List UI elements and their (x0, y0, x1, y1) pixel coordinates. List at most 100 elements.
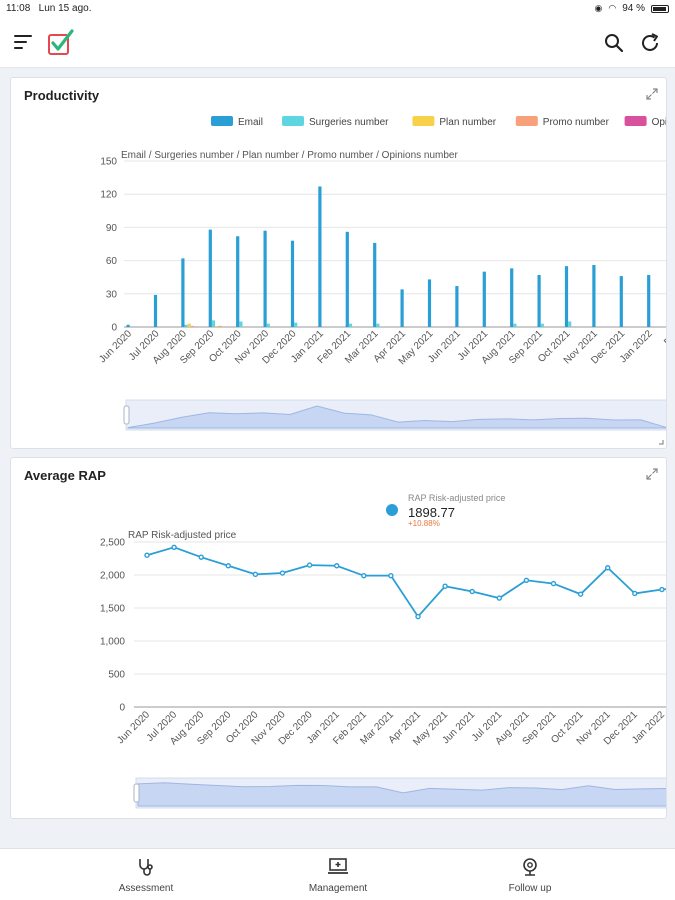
bar (564, 266, 569, 327)
zoom-slider-preview (137, 782, 666, 807)
bar (647, 274, 651, 327)
data-point (659, 586, 665, 593)
status-time: 11:08 (6, 3, 31, 14)
data-point (279, 570, 286, 576)
nav-assessment[interactable]: Assessment (86, 857, 206, 894)
x-tick-label: Feb (662, 328, 667, 348)
bottom-nav: Assessment Management Follow up (0, 848, 675, 900)
x-tick-label: Jun 2020 (115, 709, 152, 746)
zoom-slider-handle (133, 783, 140, 803)
stethoscope-icon (139, 859, 153, 876)
nav-assessment-label: Assessment (118, 883, 174, 894)
y-tick-label: 2,000 (100, 571, 125, 582)
bar (540, 323, 544, 327)
data-point (550, 580, 557, 587)
y-tick-label: 2,500 (100, 538, 125, 549)
y-tick-label: 150 (100, 157, 117, 168)
legend-label: Promo number (543, 117, 610, 128)
y-tick-label: 1,000 (100, 637, 125, 648)
data-point (171, 544, 177, 550)
data-point (225, 563, 232, 569)
data-point (523, 577, 530, 583)
rap-card: Average RAP RAP Risk-adjusted price 1898.… (10, 457, 667, 819)
bar (187, 323, 191, 327)
data-point (496, 595, 502, 601)
legend-swatch (211, 116, 233, 126)
refresh-icon[interactable] (639, 32, 661, 54)
status-date: Lun 15 ago. (38, 3, 92, 14)
bar (513, 323, 517, 327)
orientation-lock-icon: ◉ (594, 3, 603, 13)
y-tick-label: 30 (106, 289, 118, 300)
productivity-title: Productivity (24, 88, 100, 103)
checkbox-logo-icon (48, 29, 74, 55)
data-point (469, 588, 475, 595)
y-tick-label: 0 (111, 323, 117, 334)
data-point (577, 591, 584, 597)
battery-percent: 94 % (622, 3, 645, 14)
bar (215, 325, 219, 327)
bar (184, 324, 188, 327)
data-point (306, 562, 313, 568)
nav-management[interactable]: Management (278, 857, 398, 894)
legend-swatch (282, 116, 304, 126)
y-tick-label: 60 (106, 256, 118, 267)
bar (181, 258, 185, 327)
expand-icon[interactable] (646, 88, 658, 100)
bar (376, 323, 380, 327)
legend-swatch (412, 116, 435, 126)
bar (218, 325, 222, 327)
bar (263, 230, 267, 327)
search-icon[interactable] (603, 32, 625, 54)
bar (482, 271, 486, 327)
legend-swatch (515, 116, 538, 126)
productivity-card: Productivity Email Surgeries number Plan n… (10, 77, 667, 449)
webcam-icon (523, 858, 537, 876)
data-point (198, 554, 204, 560)
bar (345, 231, 349, 327)
nav-follow-up[interactable]: Follow up (470, 857, 590, 894)
nav-management-label: Management (308, 883, 368, 894)
bar (211, 320, 216, 327)
expand-icon[interactable] (646, 468, 658, 480)
bar (153, 294, 158, 327)
bar (318, 186, 322, 327)
series-line (146, 546, 666, 619)
wifi-icon: ◠ (608, 3, 617, 13)
rap-chart: RAP Risk-adjusted price 1898.77+10.88% RAP… (100, 493, 666, 809)
y-tick-label: 500 (108, 670, 125, 681)
data-point (144, 552, 150, 558)
data-point (605, 565, 611, 571)
bar (455, 286, 459, 327)
y-tick-label: 1,500 (100, 604, 125, 615)
data-point (388, 572, 394, 579)
y-axis-label: RAP Risk-adjusted price (128, 530, 237, 541)
data-point (252, 571, 259, 578)
rap-title: Average RAP (24, 468, 106, 483)
legend-label: Plan number (439, 117, 496, 128)
menu-icon[interactable] (14, 35, 32, 51)
series-marker (386, 504, 398, 516)
bar (568, 321, 572, 327)
bar (537, 274, 541, 327)
bar (427, 279, 432, 327)
y-tick-label: 120 (100, 190, 117, 201)
legend-label: Opinions n (652, 117, 667, 128)
battery-icon (651, 4, 669, 13)
nav-follow-up-label: Follow up (508, 883, 552, 894)
bar (294, 322, 298, 327)
summary-label: RAP Risk-adjusted price (408, 493, 505, 503)
zoom-slider-preview (127, 405, 666, 429)
data-point (632, 590, 638, 597)
bar (208, 229, 212, 327)
bar (619, 276, 623, 327)
data-point (361, 572, 367, 579)
data-point (334, 563, 340, 569)
bar (266, 323, 270, 327)
data-point (415, 613, 421, 620)
zoom-slider-handle (123, 405, 130, 425)
bar (190, 325, 195, 327)
bar (236, 236, 240, 327)
bar (290, 240, 295, 327)
bar (510, 268, 514, 327)
